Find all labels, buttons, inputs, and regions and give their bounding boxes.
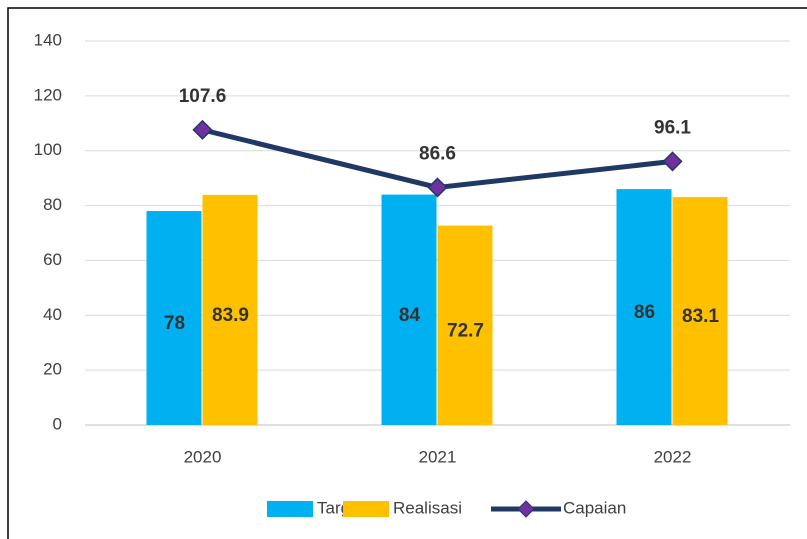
y-tick-label: 20 [43,360,62,379]
bar [381,194,437,425]
x-tick-label: 2020 [184,447,222,466]
marker [427,177,448,198]
bar [437,225,493,425]
y-tick-label: 40 [43,305,62,324]
data-label: 86 [634,302,655,323]
legend-swatch [343,501,389,517]
bar [146,211,202,425]
data-label: 86.6 [419,143,456,164]
data-label: 83.1 [682,306,719,327]
data-label: 107.6 [179,86,227,107]
y-tick-label: 80 [43,195,62,214]
data-label: 78 [164,313,185,334]
legend-swatch [267,501,313,517]
y-tick-label: 120 [34,85,62,104]
data-label: 83.9 [212,305,249,326]
data-label: 72.7 [447,320,484,341]
legend-marker [517,500,535,518]
bar [202,194,258,425]
bar [672,197,728,425]
legend-label: Realisasi [393,498,462,517]
bar [616,189,672,425]
marker [662,151,683,172]
data-label: 84 [399,305,421,326]
data-label: 96.1 [654,117,691,138]
y-tick-label: 140 [34,30,62,49]
chart-border [7,7,807,539]
legend-label: Capaian [563,498,626,517]
x-tick-label: 2022 [654,447,692,466]
x-tick-label: 2021 [419,447,457,466]
y-tick-label: 60 [43,250,62,269]
y-tick-label: 100 [34,140,62,159]
y-tick-label: 0 [53,414,62,433]
marker [192,119,213,140]
